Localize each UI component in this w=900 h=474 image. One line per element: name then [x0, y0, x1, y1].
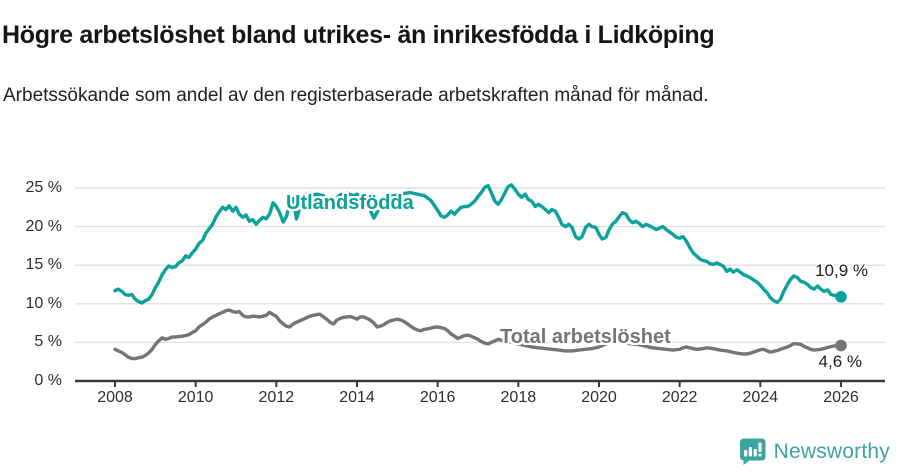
- end-dot: [835, 291, 847, 303]
- y-tick-label: 25 %: [25, 179, 62, 196]
- newsworthy-logo: Newsworthy: [739, 438, 890, 465]
- brand-name: Newsworthy: [773, 439, 890, 463]
- x-tick-label: 2012: [258, 389, 295, 406]
- line-total-arbetsl-shet: [113, 308, 843, 361]
- x-tick-label: 2018: [500, 389, 537, 406]
- x-tick-label: 2010: [177, 389, 214, 406]
- x-tick-label: 2026: [823, 389, 859, 406]
- y-tick-label: 20 %: [25, 217, 62, 235]
- x-tick-label: 2014: [339, 389, 375, 406]
- x-tick-label: 2020: [581, 389, 617, 406]
- end-dot: [835, 339, 847, 352]
- bar-chart-speech-bubble-icon: [739, 438, 766, 465]
- page-subtitle: Arbetssökande som andel av den registerb…: [3, 85, 709, 106]
- x-tick-label: 2016: [419, 389, 456, 406]
- x-tick-label: 2008: [97, 389, 133, 406]
- line-utlandsf-dda: [113, 183, 843, 305]
- series-label-total-arbetsloshet: Total arbetslöshet: [500, 326, 671, 348]
- series-label-utlandsfodda: Utlandsfödda: [286, 192, 414, 214]
- y-tick-label: 15 %: [25, 256, 62, 274]
- x-tick-label: 2022: [661, 389, 698, 406]
- end-value-label-utlandsfodda: 10,9 %: [815, 261, 868, 280]
- page-title: Högre arbetslöshet bland utrikes- än inr…: [2, 20, 715, 49]
- x-tick-label: 2024: [742, 389, 779, 406]
- y-tick-label: 10 %: [25, 294, 62, 312]
- end-value-label-total: 4,6 %: [818, 352, 862, 371]
- y-tick-label: 5 %: [34, 333, 62, 351]
- y-tick-label: 0 %: [34, 372, 62, 389]
